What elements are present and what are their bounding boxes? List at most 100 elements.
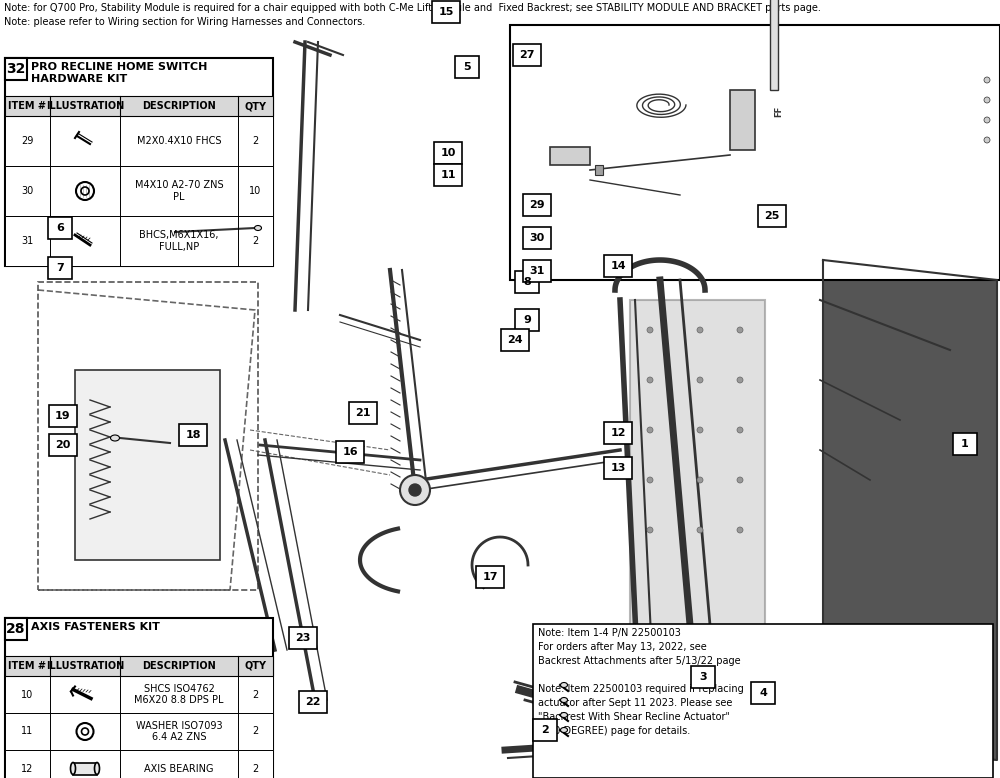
Circle shape	[400, 475, 430, 505]
Ellipse shape	[94, 762, 100, 775]
Text: 11: 11	[21, 727, 34, 737]
Circle shape	[737, 477, 743, 483]
Circle shape	[984, 97, 990, 103]
FancyBboxPatch shape	[289, 627, 317, 649]
Bar	[5, 618, 273, 778]
Text: 1: 1	[961, 439, 969, 449]
FancyBboxPatch shape	[49, 405, 77, 427]
FancyBboxPatch shape	[515, 271, 539, 293]
FancyBboxPatch shape	[476, 566, 504, 588]
Text: Note: Item 1-4 P/N 22500103
For orders after May 13, 2022, see
Backrest Attachme: Note: Item 1-4 P/N 22500103 For orders a…	[538, 628, 744, 736]
Bar	[5, 656, 273, 676]
Circle shape	[697, 327, 703, 333]
FancyBboxPatch shape	[455, 56, 479, 78]
Text: 24: 24	[507, 335, 523, 345]
FancyBboxPatch shape	[758, 205, 786, 227]
Ellipse shape	[560, 727, 568, 733]
Bar	[75, 370, 220, 560]
Text: Note: for Q700 Pro, Stability Module is required for a chair equipped with both : Note: for Q700 Pro, Stability Module is …	[4, 3, 821, 13]
Text: M2X0.4X10 FHCS: M2X0.4X10 FHCS	[137, 136, 221, 146]
Text: 32: 32	[6, 62, 26, 76]
Bar	[38, 282, 258, 590]
Bar	[5, 116, 273, 166]
Bar	[5, 676, 273, 713]
FancyBboxPatch shape	[515, 309, 539, 331]
Text: 13: 13	[610, 463, 626, 473]
FancyBboxPatch shape	[48, 257, 72, 279]
Ellipse shape	[560, 682, 568, 688]
Text: 23: 23	[295, 633, 311, 643]
Ellipse shape	[254, 226, 262, 230]
Circle shape	[647, 427, 653, 433]
Bar	[5, 750, 273, 778]
Bar	[5, 618, 27, 640]
Bar	[770, 0, 778, 90]
Ellipse shape	[70, 762, 76, 775]
Text: 17: 17	[482, 572, 498, 582]
FancyBboxPatch shape	[434, 164, 462, 186]
Text: 19: 19	[55, 411, 71, 421]
Circle shape	[697, 527, 703, 533]
Text: 29: 29	[21, 136, 34, 146]
FancyBboxPatch shape	[513, 44, 541, 66]
FancyBboxPatch shape	[604, 255, 632, 277]
Bar	[595, 165, 603, 175]
Text: 2: 2	[252, 727, 259, 737]
FancyBboxPatch shape	[533, 719, 557, 741]
Text: AXIS FASTENERS KIT: AXIS FASTENERS KIT	[31, 622, 160, 632]
FancyBboxPatch shape	[953, 433, 977, 455]
Bar	[73, 762, 97, 775]
FancyBboxPatch shape	[604, 457, 632, 479]
Text: DESCRIPTION: DESCRIPTION	[142, 661, 216, 671]
Circle shape	[737, 427, 743, 433]
Text: 4: 4	[759, 688, 767, 698]
Text: 28: 28	[6, 622, 26, 636]
Text: M4X10 A2-70 ZNS
PL: M4X10 A2-70 ZNS PL	[135, 180, 223, 202]
Bar	[730, 90, 755, 150]
Circle shape	[984, 77, 990, 83]
FancyBboxPatch shape	[604, 422, 632, 444]
Circle shape	[984, 137, 990, 143]
FancyBboxPatch shape	[336, 441, 364, 463]
Bar	[510, 25, 1000, 280]
FancyBboxPatch shape	[523, 194, 551, 216]
Text: 14: 14	[610, 261, 626, 271]
Text: 30: 30	[529, 233, 545, 243]
Ellipse shape	[560, 698, 568, 703]
Bar	[5, 216, 273, 266]
Text: 29: 29	[529, 200, 545, 210]
FancyBboxPatch shape	[299, 691, 327, 713]
FancyBboxPatch shape	[49, 434, 77, 456]
Circle shape	[697, 377, 703, 383]
Circle shape	[647, 327, 653, 333]
Ellipse shape	[110, 435, 120, 441]
Text: 2: 2	[541, 725, 549, 735]
Circle shape	[647, 377, 653, 383]
Text: ILLUSTRATION: ILLUSTRATION	[46, 101, 124, 111]
FancyBboxPatch shape	[432, 1, 460, 23]
Text: 18: 18	[185, 430, 201, 440]
Text: ITEM #: ITEM #	[8, 661, 46, 671]
Text: 10: 10	[21, 689, 34, 699]
FancyBboxPatch shape	[523, 227, 551, 249]
Text: BHCS,M6X1X16,
FULL,NP: BHCS,M6X1X16, FULL,NP	[139, 230, 219, 252]
Bar	[550, 147, 590, 165]
Bar	[5, 96, 273, 116]
Circle shape	[737, 377, 743, 383]
Text: 10: 10	[249, 186, 262, 196]
Circle shape	[409, 484, 421, 496]
Text: PRO RECLINE HOME SWITCH
HARDWARE KIT: PRO RECLINE HOME SWITCH HARDWARE KIT	[31, 62, 207, 84]
Text: 3: 3	[699, 672, 707, 682]
Bar	[5, 58, 27, 80]
Circle shape	[737, 527, 743, 533]
Text: ILLUSTRATION: ILLUSTRATION	[46, 661, 124, 671]
Text: 12: 12	[21, 763, 34, 773]
Text: 31: 31	[529, 266, 545, 276]
Text: 2: 2	[252, 236, 259, 246]
Text: SHCS ISO4762
M6X20 8.8 DPS PL: SHCS ISO4762 M6X20 8.8 DPS PL	[134, 684, 224, 706]
FancyBboxPatch shape	[179, 424, 207, 446]
Text: FF: FF	[774, 106, 783, 117]
Circle shape	[647, 477, 653, 483]
Bar	[630, 300, 765, 660]
Text: 21: 21	[355, 408, 371, 418]
